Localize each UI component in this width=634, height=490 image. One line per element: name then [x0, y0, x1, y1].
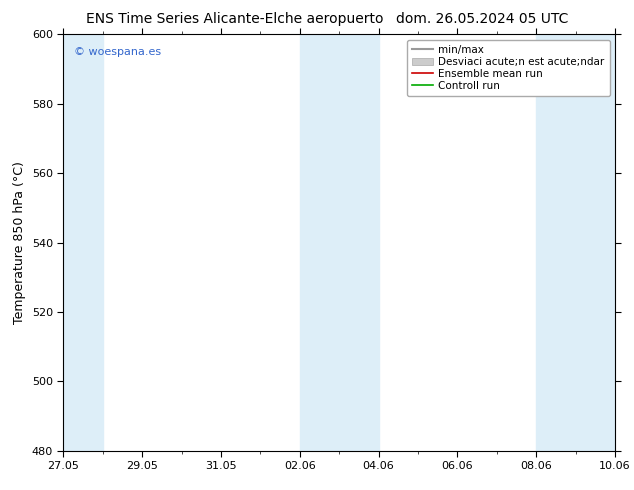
Bar: [63, 34, 103, 451]
Text: © woespana.es: © woespana.es: [74, 47, 162, 57]
Text: dom. 26.05.2024 05 UTC: dom. 26.05.2024 05 UTC: [396, 12, 568, 26]
Bar: [300, 34, 378, 451]
Bar: [536, 34, 615, 451]
Y-axis label: Temperature 850 hPa (°C): Temperature 850 hPa (°C): [13, 161, 26, 324]
Text: ENS Time Series Alicante-Elche aeropuerto: ENS Time Series Alicante-Elche aeropuert…: [86, 12, 384, 26]
Legend: min/max, Desviaci acute;n est acute;ndar, Ensemble mean run, Controll run: min/max, Desviaci acute;n est acute;ndar…: [407, 40, 610, 96]
